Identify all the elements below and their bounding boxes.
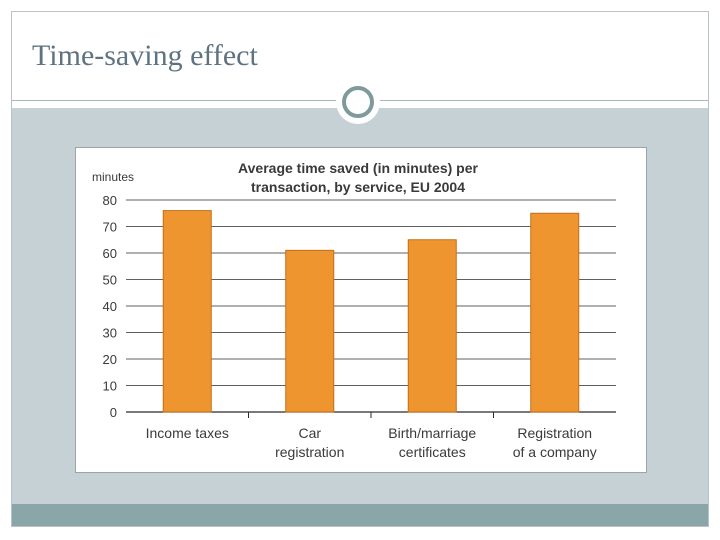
chart-title-line-1: Average time saved (in minutes) per — [238, 160, 478, 176]
bar — [407, 239, 457, 413]
y-tick-labels: 0 10 20 30 40 50 60 70 80 — [103, 193, 117, 420]
y-tick-label: 70 — [103, 220, 117, 235]
y-tick-label: 10 — [103, 379, 117, 394]
bar — [530, 212, 580, 413]
bar — [162, 210, 212, 413]
x-category-label: Registration — [517, 425, 592, 441]
y-axis-label: minutes — [92, 170, 134, 184]
slide-title: Time-saving effect — [32, 39, 258, 72]
y-tick-label: 0 — [110, 405, 117, 420]
ring-icon — [342, 86, 374, 118]
chart-title-line-2: transaction, by service, EU 2004 — [251, 179, 465, 195]
x-category-label: registration — [275, 444, 344, 460]
bar-chart: Average time saved (in minutes) per tran… — [92, 160, 616, 460]
x-category-label: Income taxes — [146, 425, 229, 441]
y-tick-label: 30 — [103, 326, 117, 341]
y-tick-label: 60 — [103, 246, 117, 261]
chart-container: Average time saved (in minutes) per tran… — [75, 147, 647, 473]
y-tick-label: 50 — [103, 273, 117, 288]
bars — [162, 210, 580, 413]
x-category-label: Car — [298, 425, 321, 441]
y-tick-label: 80 — [103, 193, 117, 208]
x-category-labels: Income taxes Car registration Birth/marriag… — [146, 425, 597, 460]
x-category-label: Birth/marriage — [388, 425, 476, 441]
footer-band — [12, 504, 708, 526]
bar — [285, 249, 335, 413]
y-tick-label: 20 — [103, 352, 117, 367]
x-category-label: certificates — [399, 444, 466, 460]
circle-ornament-icon — [336, 80, 380, 124]
x-category-label: of a company — [513, 444, 597, 460]
y-tick-label: 40 — [103, 299, 117, 314]
